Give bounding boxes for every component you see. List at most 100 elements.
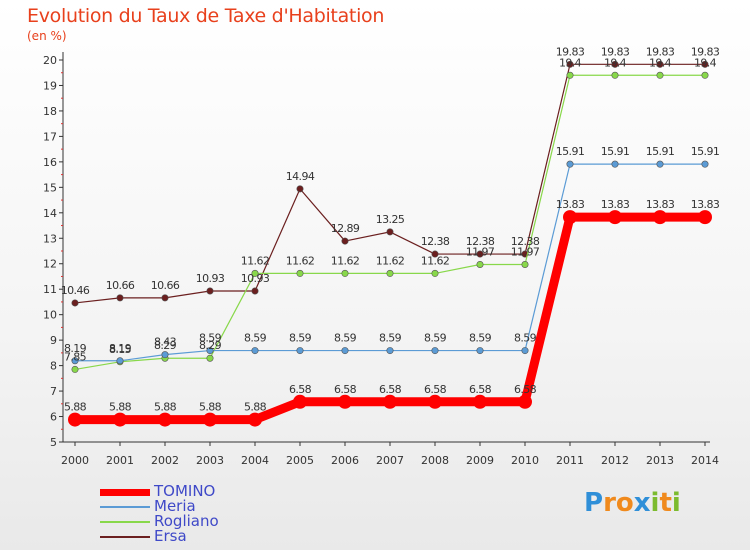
data-label-meria: 8.43 [154, 336, 177, 349]
data-label-ersa: 12.89 [331, 222, 360, 235]
data-point-ersa [656, 60, 664, 68]
data-point-tomino [383, 394, 397, 409]
y-tick-label: 6 [50, 411, 57, 424]
data-point-tomino [608, 210, 622, 225]
data-label-ersa: 10.93 [241, 272, 270, 285]
data-point-meria [386, 347, 394, 355]
data-point-tomino [653, 210, 667, 225]
x-tick-label: 2013 [646, 454, 674, 467]
data-label-ersa: 14.94 [286, 170, 315, 183]
data-point-rogliano [341, 269, 349, 277]
data-point-tomino [698, 210, 712, 225]
logo-letter: r [603, 488, 616, 518]
data-point-meria [521, 347, 529, 355]
data-point-tomino [338, 394, 352, 409]
data-label-ersa: 12.38 [466, 235, 495, 248]
data-label-ersa: 13.25 [376, 213, 405, 226]
legend-label-rogliano: Rogliano [154, 512, 219, 530]
data-point-rogliano [701, 71, 709, 79]
x-tick-label: 2008 [421, 454, 449, 467]
data-label-ersa: 19.83 [556, 45, 585, 58]
y-tick-label: 7 [50, 385, 57, 398]
data-label-meria: 8.59 [199, 332, 222, 345]
data-point-meria [701, 160, 709, 168]
y-tick-label: 8 [50, 360, 57, 373]
data-label-ersa: 19.83 [646, 45, 675, 58]
y-tick-label: 17 [43, 130, 57, 143]
y-tick-label: 18 [43, 105, 57, 118]
data-point-meria [116, 357, 124, 365]
y-tick-label: 14 [43, 207, 57, 220]
data-label-meria: 15.91 [601, 145, 630, 158]
data-label-tomino: 13.83 [691, 198, 720, 211]
data-label-meria: 8.19 [64, 342, 87, 355]
data-point-ersa [476, 250, 484, 258]
chart-title: Evolution du Taux de Taxe d'Habitation [27, 5, 385, 27]
legend-swatch-tomino [100, 489, 150, 496]
data-point-rogliano [251, 269, 259, 277]
data-label-rogliano: 11.97 [466, 245, 495, 258]
data-point-ersa [116, 294, 124, 302]
data-point-ersa [296, 185, 304, 193]
data-label-meria: 8.59 [469, 332, 492, 345]
data-label-rogliano: 11.62 [421, 254, 450, 267]
data-point-tomino [203, 412, 217, 427]
data-label-rogliano: 8.15 [109, 343, 132, 356]
y-tick-label: 13 [43, 232, 57, 245]
data-point-meria [566, 160, 574, 168]
data-label-meria: 15.91 [556, 145, 585, 158]
x-tick-label: 2010 [511, 454, 539, 467]
data-point-tomino [563, 210, 577, 225]
legend-swatch-meria [100, 506, 150, 508]
data-label-ersa: 10.66 [106, 279, 135, 292]
x-tick-label: 2014 [691, 454, 719, 467]
data-label-meria: 8.59 [379, 332, 402, 345]
y-tick-label: 5 [50, 436, 57, 449]
data-point-tomino [293, 394, 307, 409]
data-label-rogliano: 19.4 [649, 56, 672, 69]
legend-swatch-rogliano [100, 521, 150, 523]
data-point-rogliano [431, 269, 439, 277]
x-tick-label: 2006 [331, 454, 359, 467]
x-tick-label: 2003 [196, 454, 224, 467]
data-label-meria: 8.59 [514, 332, 537, 345]
data-label-tomino: 13.83 [601, 198, 630, 211]
data-label-rogliano: 11.62 [376, 254, 405, 267]
data-label-rogliano: 11.97 [511, 245, 540, 258]
data-point-meria [71, 357, 79, 365]
data-label-meria: 8.59 [424, 332, 447, 345]
data-point-ersa [206, 287, 214, 295]
data-point-meria [341, 347, 349, 355]
data-point-tomino [518, 394, 532, 409]
data-point-meria [161, 351, 169, 359]
data-label-rogliano: 8.29 [199, 339, 222, 352]
data-label-meria: 8.59 [334, 332, 357, 345]
data-label-rogliano: 7.85 [64, 350, 87, 363]
data-label-meria: 8.59 [289, 332, 312, 345]
data-label-tomino: 5.88 [109, 401, 132, 414]
data-point-rogliano [521, 260, 529, 268]
data-label-rogliano: 11.62 [331, 254, 360, 267]
logo-letter: i [650, 488, 660, 518]
data-label-ersa: 10.66 [151, 279, 180, 292]
data-point-ersa [71, 299, 79, 307]
data-label-rogliano: 19.4 [559, 56, 582, 69]
data-point-meria [251, 347, 259, 355]
logo-letter: i [671, 488, 681, 518]
data-point-rogliano [296, 269, 304, 277]
legend-swatch-ersa [100, 536, 150, 538]
data-point-ersa [341, 237, 349, 245]
data-point-tomino [113, 412, 127, 427]
y-tick-label: 20 [43, 54, 57, 67]
data-point-rogliano [386, 269, 394, 277]
data-label-tomino: 5.88 [244, 401, 267, 414]
data-point-tomino [428, 394, 442, 409]
data-label-ersa: 12.38 [511, 235, 540, 248]
chart-unit-label: (en %) [27, 29, 67, 43]
y-tick-label: 12 [43, 258, 57, 271]
data-label-rogliano: 8.29 [154, 339, 177, 352]
data-point-meria [431, 347, 439, 355]
x-tick-label: 2000 [61, 454, 89, 467]
